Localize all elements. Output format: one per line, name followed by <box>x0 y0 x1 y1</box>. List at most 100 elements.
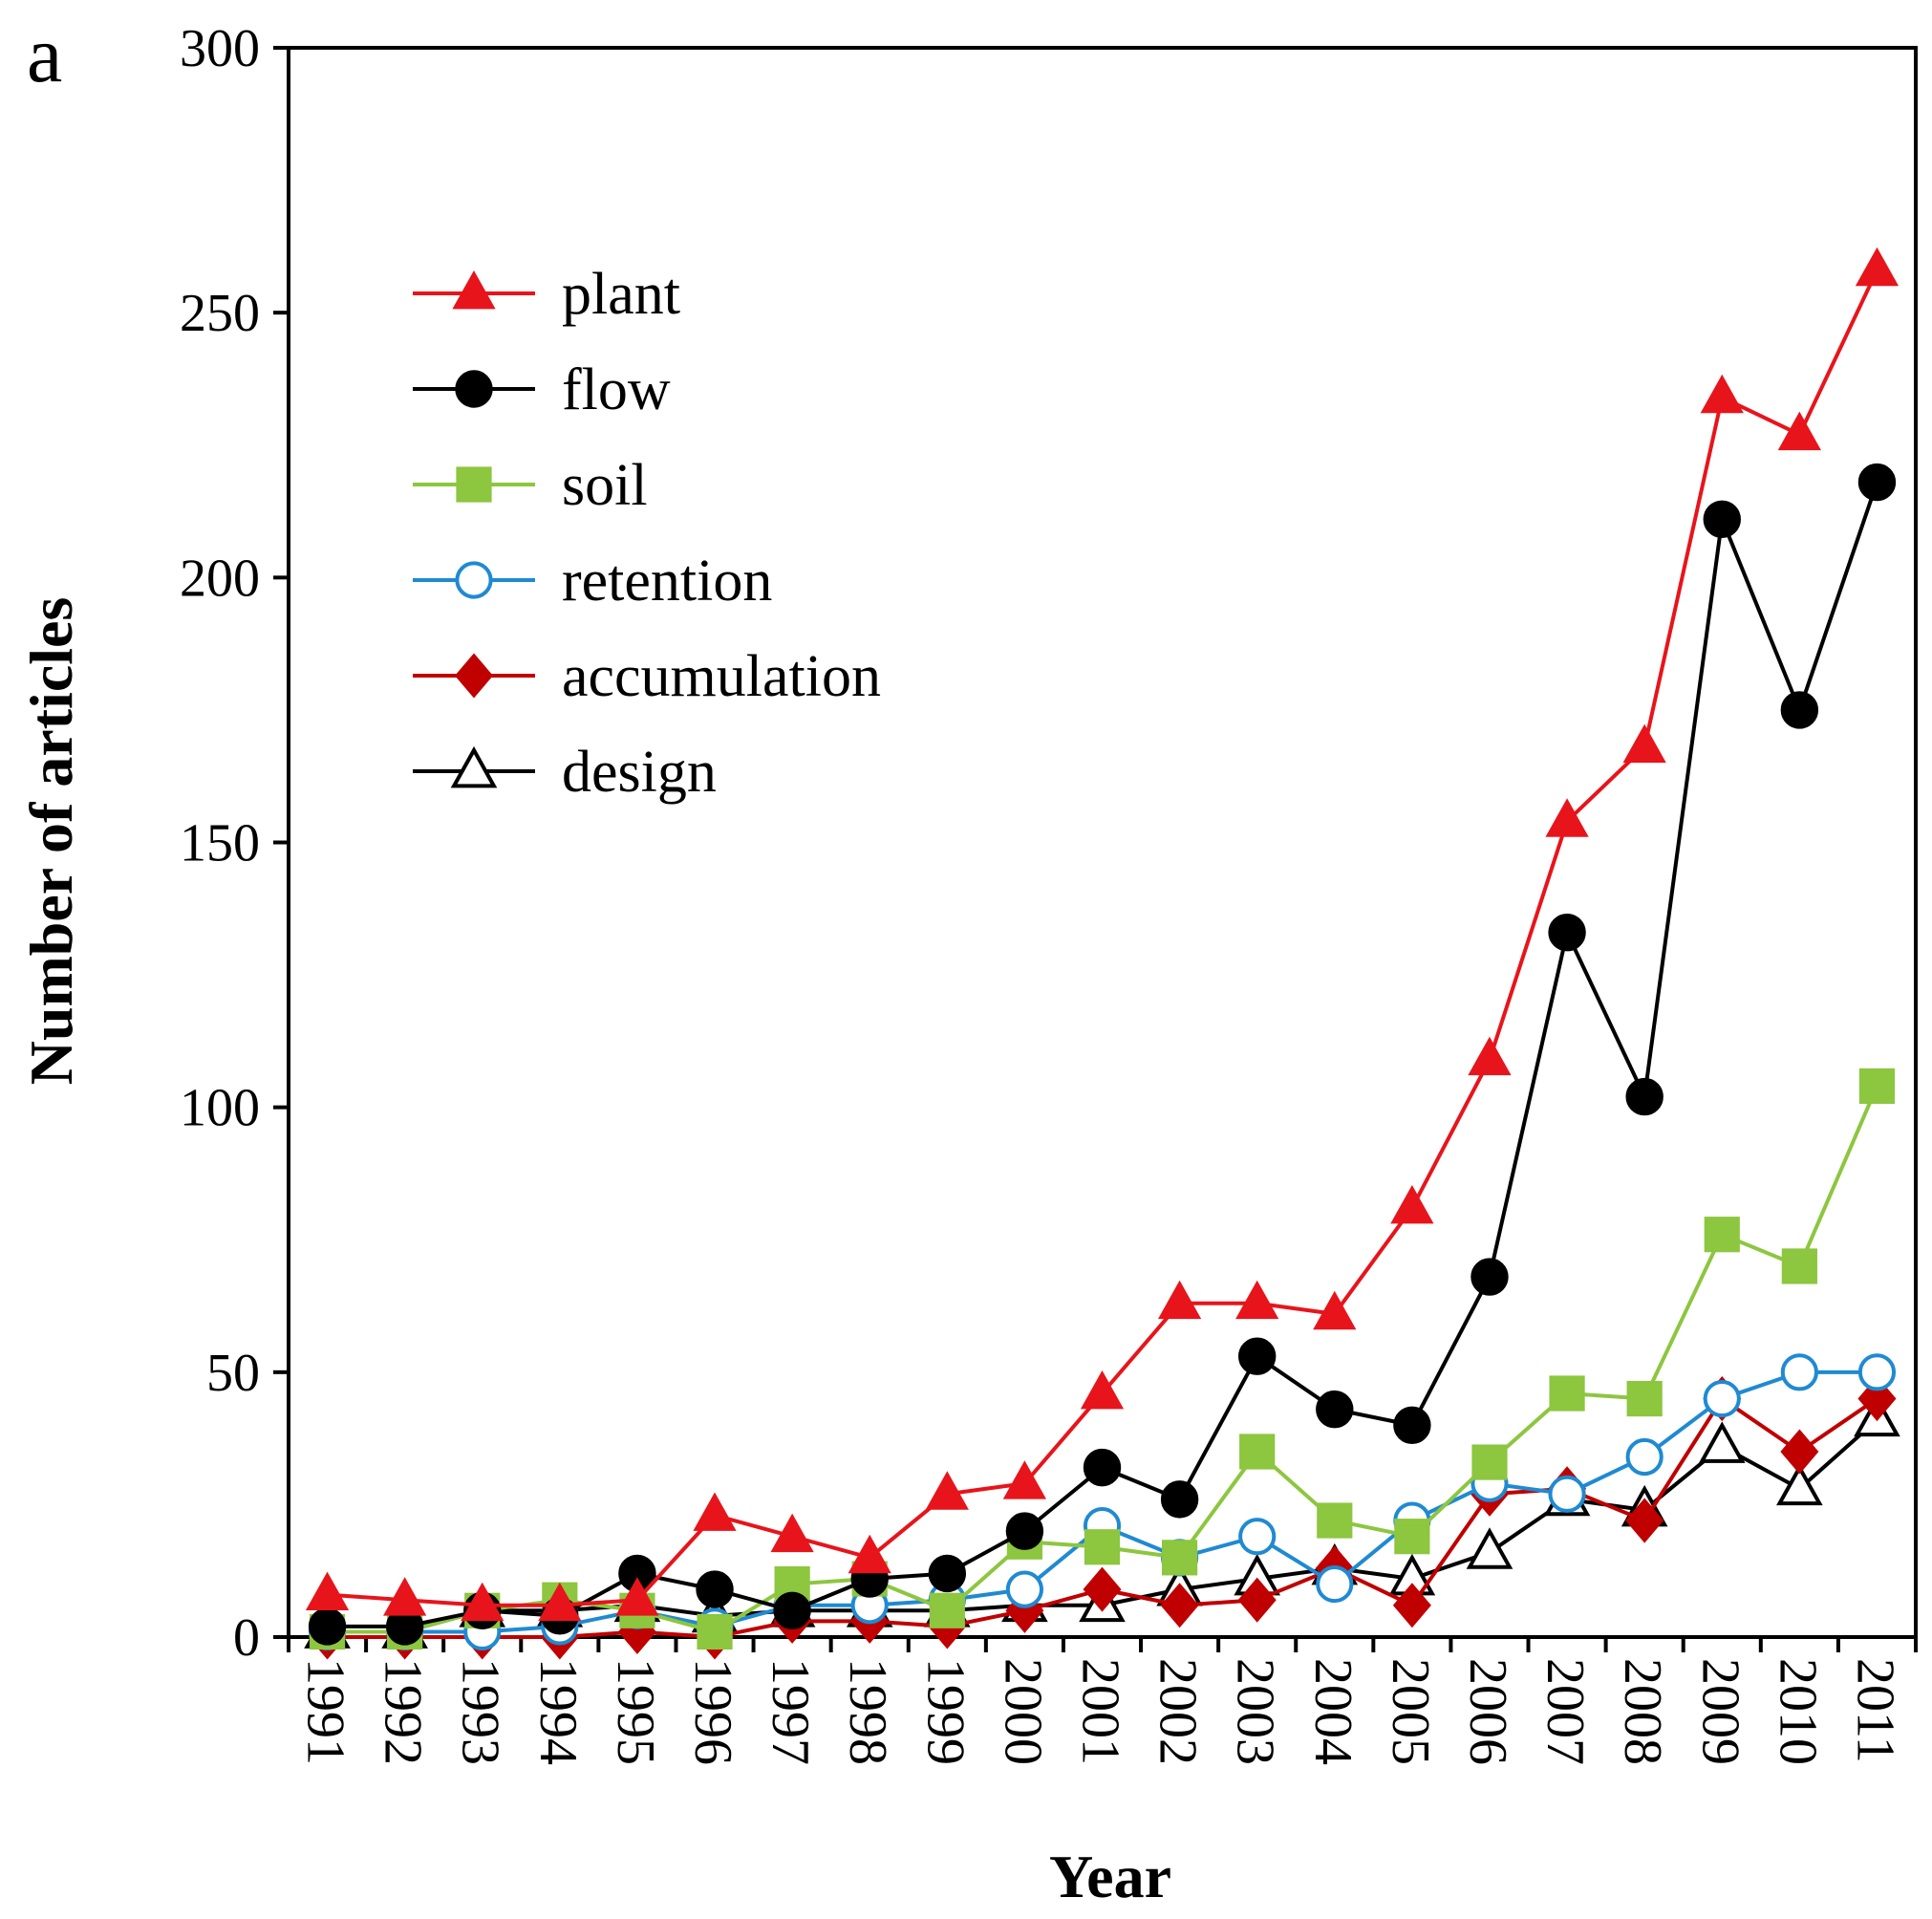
data-point <box>1549 1375 1585 1412</box>
data-point <box>1776 1463 1823 1506</box>
data-point <box>1703 1379 1741 1418</box>
data-point <box>1394 1519 1430 1555</box>
data-point <box>1548 914 1586 952</box>
data-point <box>1160 1480 1199 1519</box>
x-tick-label: 2009 <box>1690 1658 1750 1765</box>
x-tick-label: 1993 <box>451 1658 510 1765</box>
data-point <box>1317 1502 1353 1539</box>
series-soil <box>309 1067 1896 1650</box>
data-point <box>450 745 498 788</box>
data-point <box>1855 247 1900 287</box>
data-point <box>1625 1077 1664 1116</box>
data-point <box>1470 1258 1509 1296</box>
series-flow <box>308 463 1897 1646</box>
data-point <box>1466 1527 1513 1569</box>
data-point <box>848 1534 891 1574</box>
x-axis-title: Year <box>1049 1843 1171 1910</box>
data-point <box>1161 1540 1198 1576</box>
x-tick-label: 2011 <box>1845 1658 1904 1763</box>
data-point <box>1238 1518 1277 1556</box>
data-point <box>1239 1434 1276 1470</box>
data-point <box>1700 374 1744 414</box>
data-point <box>454 653 494 699</box>
y-tick-label: 0 <box>233 1608 260 1668</box>
y-tick-label: 100 <box>180 1079 260 1138</box>
data-point <box>452 270 496 310</box>
data-point <box>1781 1248 1817 1284</box>
data-point <box>455 370 493 408</box>
data-point <box>1083 1566 1122 1612</box>
data-point <box>1780 691 1819 729</box>
x-tick-label: 2007 <box>1535 1658 1595 1765</box>
data-point <box>693 1492 737 1531</box>
data-point <box>383 1577 427 1616</box>
data-point <box>1545 798 1589 837</box>
series-plant <box>305 247 1900 1622</box>
data-point <box>615 1577 659 1616</box>
y-tick-label: 200 <box>180 549 260 608</box>
x-tick-label: 1996 <box>683 1658 742 1765</box>
data-point <box>1625 1437 1664 1477</box>
legend-label: soil <box>562 453 648 518</box>
data-point <box>308 1607 347 1646</box>
data-point <box>1622 723 1666 764</box>
y-axis: 0 50 100 150 200 250 300 <box>180 19 289 1668</box>
data-point <box>1704 1217 1740 1253</box>
data-point <box>455 561 493 599</box>
y-tick-label: 150 <box>180 814 260 873</box>
x-tick-label: 1992 <box>374 1658 433 1765</box>
y-tick-label: 300 <box>180 19 260 78</box>
legend-label: design <box>562 740 717 805</box>
data-point <box>1316 1564 1354 1604</box>
data-point <box>305 1571 350 1611</box>
x-tick-label: 2006 <box>1458 1658 1517 1765</box>
data-point <box>1084 1529 1121 1565</box>
legend-item-soil: soil <box>413 453 648 518</box>
data-point <box>1237 1337 1277 1375</box>
legend-item-accumulation: accumulation <box>413 644 881 709</box>
data-point <box>1392 1583 1431 1628</box>
data-point <box>1468 1036 1512 1076</box>
data-point <box>928 1554 967 1593</box>
data-point <box>1005 1512 1044 1550</box>
data-point <box>1316 1390 1354 1429</box>
data-point <box>1157 1280 1202 1320</box>
data-point <box>1857 1353 1897 1391</box>
legend-label: flow <box>562 357 671 422</box>
y-tick-label: 250 <box>180 284 260 343</box>
y-axis-title: Number of articles <box>17 597 85 1086</box>
x-tick-label: 2004 <box>1303 1658 1363 1765</box>
data-point <box>929 1592 965 1628</box>
data-point <box>1777 411 1821 451</box>
data-point <box>1237 1577 1277 1623</box>
x-tick-label: 1991 <box>296 1658 355 1765</box>
x-tick-label: 2001 <box>1071 1658 1130 1765</box>
data-point <box>1698 1421 1746 1463</box>
x-tick-label: 2000 <box>993 1658 1052 1765</box>
x-axis: 1991 1992 1993 1994 1995 1996 1997 1998 1999 2000… <box>287 1637 1918 1765</box>
x-tick-label: 1998 <box>838 1658 897 1765</box>
legend-item-design: design <box>413 740 717 805</box>
data-point <box>1858 1067 1896 1105</box>
data-point <box>1235 1280 1279 1320</box>
data-point <box>925 1471 969 1510</box>
panel-letter: a <box>27 11 62 99</box>
x-tick-label: 2010 <box>1768 1658 1827 1765</box>
legend-label: plant <box>562 262 680 327</box>
data-point <box>1080 1369 1125 1410</box>
data-point <box>770 1513 814 1553</box>
data-point <box>1313 1290 1357 1330</box>
y-tick-label: 50 <box>206 1344 260 1403</box>
data-point <box>456 466 492 503</box>
x-tick-label: 2005 <box>1381 1658 1440 1765</box>
data-point <box>697 1613 733 1650</box>
data-point <box>1002 1460 1047 1499</box>
data-point <box>461 1582 504 1622</box>
data-point <box>1857 463 1897 502</box>
data-point <box>696 1570 734 1608</box>
x-tick-label: 2002 <box>1148 1658 1208 1765</box>
data-point <box>1005 1570 1044 1608</box>
data-point <box>1390 1184 1434 1224</box>
data-point <box>1703 500 1741 539</box>
